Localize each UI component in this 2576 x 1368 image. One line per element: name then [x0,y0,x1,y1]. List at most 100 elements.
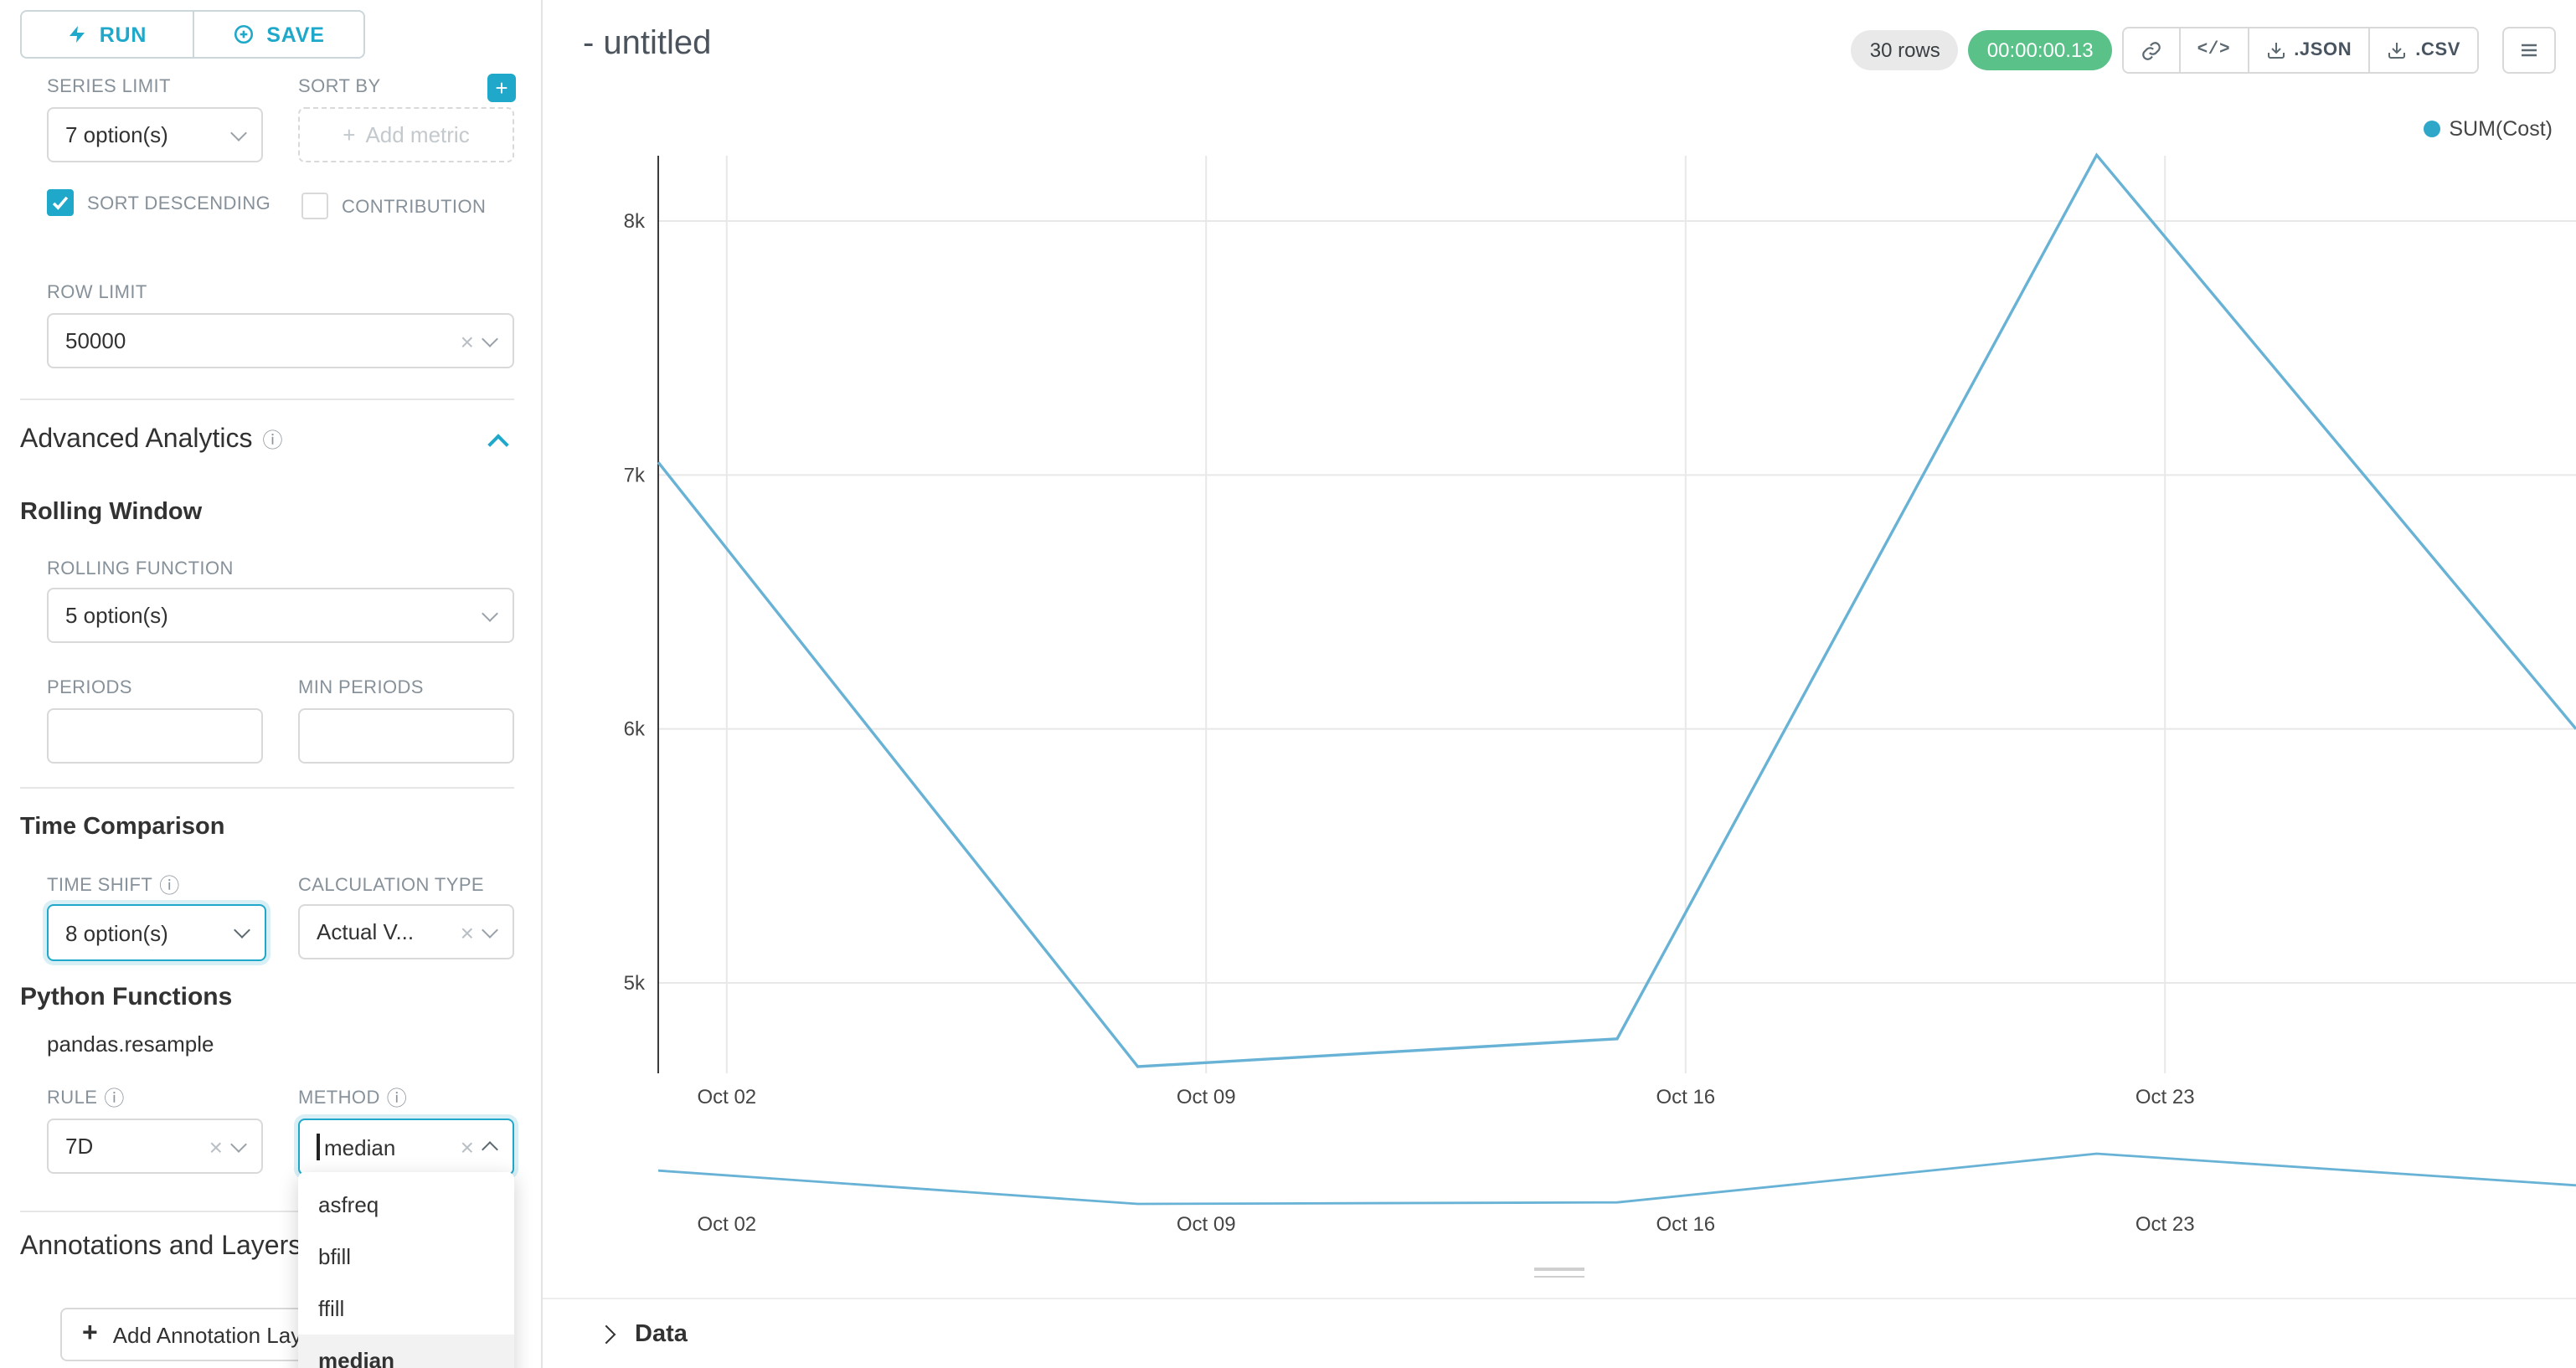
periods-input[interactable] [47,708,263,764]
info-icon[interactable]: ⓘ [104,1087,125,1110]
clear-icon[interactable]: × [460,918,474,945]
svg-text:Oct 02: Oct 02 [697,1086,756,1108]
time-comparison-heading: Time Comparison [20,814,225,841]
contribution-option: CONTRIBUTION [301,193,519,223]
run-button-label: RUN [99,23,147,46]
add-sort-metric-button[interactable]: + [487,74,516,102]
hamburger-menu-icon [2522,44,2537,57]
line-chart[interactable]: 5k 6k 7k 8k Oct 02 Oct 09 Oct 16 Oct 23 Oct 02 Oc… [543,0,2576,1247]
chevron-down-icon [230,124,247,141]
save-button-label: SAVE [266,23,325,46]
resize-grip[interactable] [1534,1268,1584,1278]
row-count-badge: 30 rows [1851,30,1959,70]
method-option-median[interactable]: median [298,1335,514,1368]
download-icon [2388,43,2406,59]
section-divider [20,399,514,400]
chart-canvas: 5k 6k 7k 8k Oct 02 Oct 09 Oct 16 Oct 23 Oct 02 Oc… [624,152,2576,1236]
plus-icon: + [82,1319,98,1348]
time-shift-select[interactable]: 8 option(s) [47,904,266,961]
contribution-label: CONTRIBUTION [342,198,487,218]
method-option-asfreq[interactable]: asfreq [318,1192,379,1217]
legend-label: SUM(Cost) [2449,117,2553,141]
info-icon[interactable]: ⓘ [386,1087,408,1110]
rule-select[interactable]: 7D × [47,1119,263,1174]
lightning-icon [70,26,85,43]
row-limit-select[interactable]: 50000 × [47,313,514,368]
svg-text:Oct 23: Oct 23 [2136,1213,2195,1236]
svg-text:5k: 5k [624,972,646,995]
min-periods-input[interactable] [298,708,514,764]
rolling-function-label: ROLLING FUNCTION [47,559,234,579]
svg-text:Oct 23: Oct 23 [2136,1086,2195,1108]
chevron-right-icon [596,1324,616,1344]
method-label: METHOD ⓘ [298,1087,408,1110]
pandas-resample-label: pandas.resample [47,1031,214,1057]
python-functions-heading: Python Functions [20,983,233,1011]
svg-text:Oct 09: Oct 09 [1177,1086,1236,1108]
collapse-section-chevron-up-icon[interactable] [487,434,509,455]
sort-by-label: SORT BY [298,77,381,97]
chevron-down-icon [482,330,498,347]
clear-icon[interactable]: × [460,327,474,354]
export-button-group: </> .JSON .CSV [2121,27,2479,74]
svg-text:Oct 16: Oct 16 [1656,1213,1715,1236]
row-limit-label: ROW LIMIT [47,283,147,303]
clear-icon[interactable]: × [460,1134,474,1160]
chart-title: - untitled [583,25,712,62]
chevron-down-icon [230,1135,247,1152]
contribution-checkbox[interactable] [301,193,328,219]
method-option-ffill[interactable]: ffill [318,1296,345,1321]
run-button[interactable]: RUN [20,10,193,59]
run-save-button-group: RUN SAVE [20,10,365,59]
sort-descending-checkbox[interactable] [47,189,74,216]
clear-icon[interactable]: × [209,1133,223,1160]
chart-area: - untitled 30 rows 00:00:00.13 </> .JSON… [543,0,2576,1368]
method-select[interactable]: median × [298,1119,514,1175]
sort-descending-option: SORT DESCENDING [47,189,285,219]
rolling-function-select[interactable]: 5 option(s) [47,588,514,643]
method-option-bfill[interactable]: bfill [318,1244,352,1269]
section-divider [20,787,514,789]
view-query-button[interactable]: </> [2178,28,2248,72]
data-panel-toggle[interactable]: Data [543,1298,2576,1368]
text-cursor [317,1134,319,1160]
advanced-analytics-heading: Advanced Analytics ⓘ [20,425,283,454]
calculation-type-label: CALCULATION TYPE [298,876,484,896]
svg-text:Oct 16: Oct 16 [1656,1086,1715,1108]
chevron-up-icon [482,1141,498,1158]
menu-button[interactable] [2502,27,2556,74]
section-divider [20,1211,514,1212]
svg-text:6k: 6k [624,718,646,741]
chevron-down-icon [234,922,250,939]
method-options-dropdown: asfreq bfill ffill median [298,1172,514,1368]
min-periods-label: MIN PERIODS [298,678,424,698]
calculation-type-select[interactable]: Actual V... × [298,904,514,959]
rule-label: RULE ⓘ [47,1087,125,1110]
legend[interactable]: SUM(Cost) [2424,117,2553,141]
svg-text:Oct 09: Oct 09 [1177,1213,1236,1236]
sort-descending-label: SORT DESCENDING [87,194,271,214]
query-timer-badge: 00:00:00.13 [1968,30,2112,70]
download-csv-button[interactable]: .CSV [2368,28,2477,72]
svg-text:7k: 7k [624,464,646,486]
annotations-heading: Annotations and Layers [20,1232,302,1261]
data-panel-label: Data [635,1320,688,1347]
periods-label: PERIODS [47,678,132,698]
control-panel: RUN SAVE SERIES LIMIT SORT BY + 7 option… [0,0,543,1368]
copy-link-button[interactable] [2123,28,2179,72]
info-icon[interactable]: ⓘ [159,874,180,897]
sort-by-add-metric-field[interactable]: + Add metric [298,107,514,162]
download-json-button[interactable]: .JSON [2247,28,2369,72]
series-limit-select[interactable]: 7 option(s) [47,107,263,162]
chart-header-actions: 30 rows 00:00:00.13 </> .JSON .CSV [1851,27,2556,74]
plus-circle-icon [234,24,254,44]
code-icon: </> [2197,40,2231,60]
info-icon[interactable]: ⓘ [262,429,283,452]
svg-text:Oct 02: Oct 02 [697,1213,756,1236]
series-limit-label: SERIES LIMIT [47,77,171,97]
plus-icon: + [343,122,356,147]
chevron-down-icon [482,921,498,938]
legend-dot-icon [2424,121,2441,137]
save-button[interactable]: SAVE [193,10,365,59]
